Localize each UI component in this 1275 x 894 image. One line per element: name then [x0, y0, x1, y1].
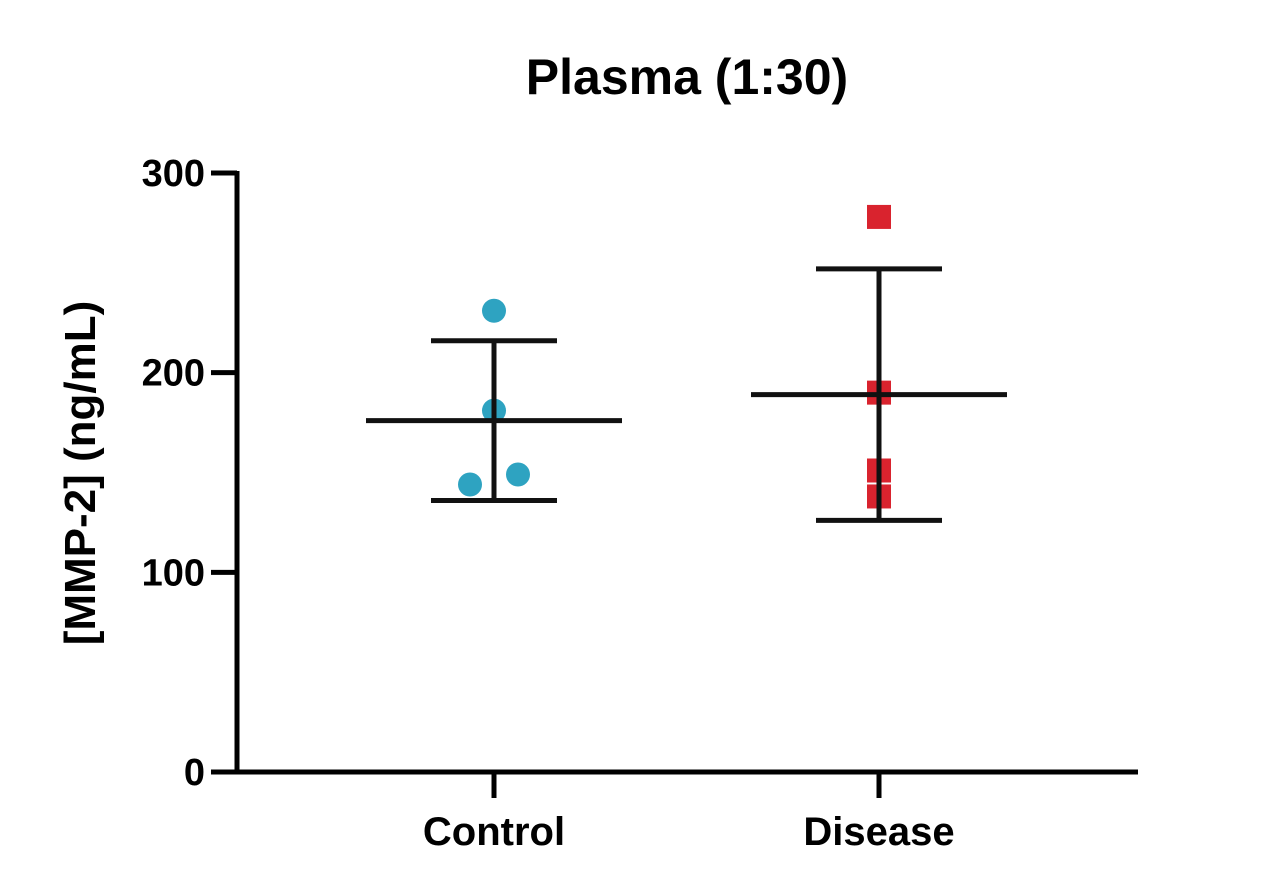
- data-point: [458, 472, 482, 497]
- y-tick-label: 100: [142, 552, 205, 594]
- chart-title: Plasma (1:30): [526, 49, 848, 105]
- data-point: [506, 462, 530, 487]
- y-axis-label: [MMP-2] (ng/mL): [56, 301, 105, 646]
- x-tick-label: Control: [423, 810, 565, 854]
- data-marks: [366, 204, 1007, 523]
- y-tick-label: 300: [142, 153, 205, 195]
- axes: 0 100 200 300 Control Disease: [142, 153, 1138, 854]
- data-point: [867, 204, 891, 229]
- y-tick-label: 0: [184, 752, 205, 794]
- y-tick-label: 200: [142, 353, 205, 395]
- x-tick-label: Disease: [803, 810, 954, 854]
- data-point: [482, 298, 506, 323]
